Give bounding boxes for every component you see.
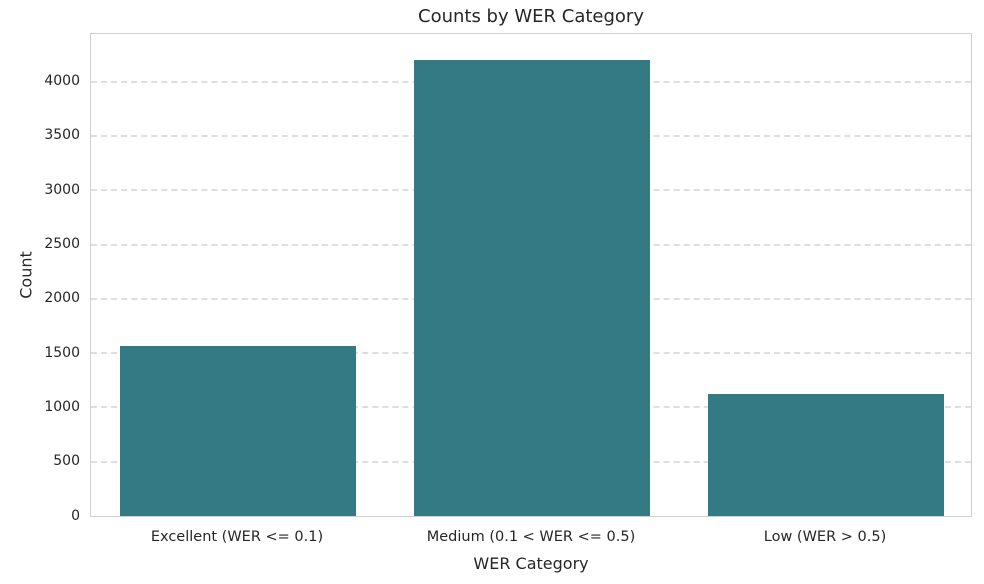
bar	[708, 394, 944, 516]
y-tick-label: 1000	[44, 398, 80, 415]
x-tick-label: Low (WER > 0.5)	[763, 529, 887, 545]
y-tick-label: 2000	[44, 290, 80, 307]
y-tick-label: 4000	[44, 73, 80, 90]
y-tick-label: 3500	[44, 127, 80, 144]
y-tick-label: 1500	[44, 344, 80, 361]
bar	[120, 345, 356, 516]
bar	[414, 59, 650, 516]
plot-area	[90, 33, 972, 517]
x-axis-label: WER Category	[473, 554, 589, 573]
y-tick-label: 2500	[44, 236, 80, 253]
x-tick-label: Medium (0.1 < WER <= 0.5)	[426, 529, 636, 545]
y-tick-label: 0	[71, 507, 80, 524]
x-tick-label: Excellent (WER <= 0.1)	[150, 529, 324, 545]
y-tick-label: 3000	[44, 181, 80, 198]
chart-title: Counts by WER Category	[418, 6, 644, 27]
y-tick-label: 500	[53, 453, 80, 470]
